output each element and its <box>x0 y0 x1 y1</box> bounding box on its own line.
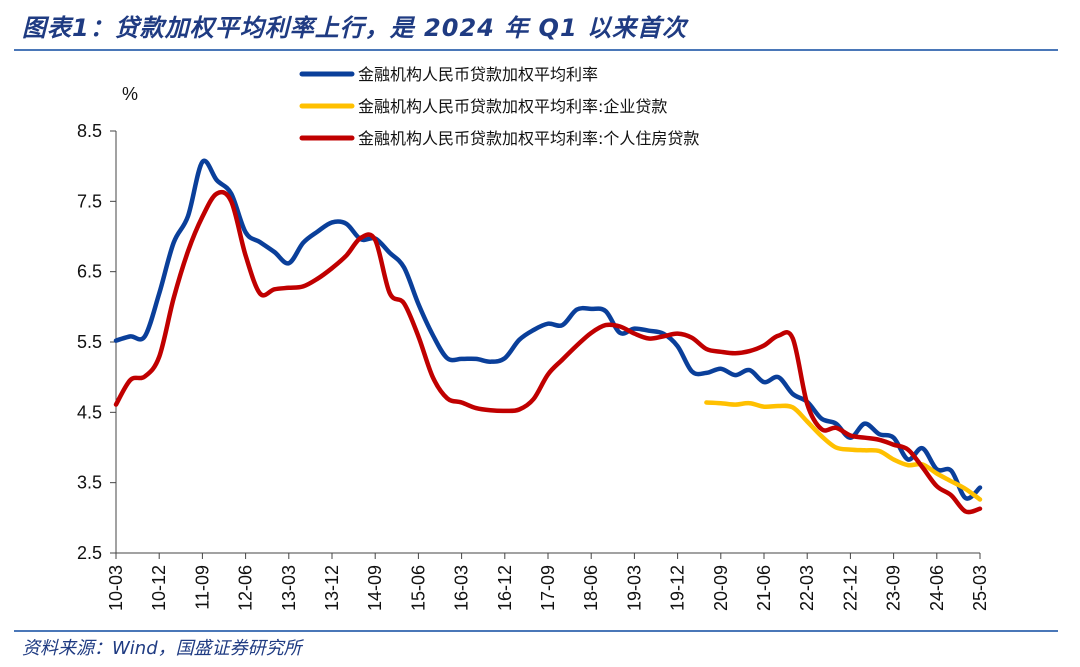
x-tick-label: 11-09 <box>192 565 212 610</box>
y-axis-unit-label: % <box>122 84 138 104</box>
series-line-1 <box>704 400 983 502</box>
x-tick-label: 24-06 <box>927 565 947 611</box>
x-tick-label: 17-09 <box>538 565 558 611</box>
legend: 金融机构人民币贷款加权平均利率金融机构人民币贷款加权平均利率:企业贷款金融机构人… <box>299 65 699 148</box>
x-tick-label: 15-06 <box>408 565 428 611</box>
x-tick-label: 13-12 <box>322 565 342 611</box>
x-tick-label: 14-09 <box>365 565 385 611</box>
x-tick-label: 18-06 <box>581 565 601 611</box>
legend-label-2: 金融机构人民币贷款加权平均利率:个人住房贷款 <box>358 129 699 148</box>
legend-label-1: 金融机构人民币贷款加权平均利率:企业贷款 <box>358 97 667 116</box>
series-lines <box>113 158 983 515</box>
x-tick-label: 22-03 <box>797 565 817 611</box>
x-tick-label: 23-09 <box>884 565 904 611</box>
x-tick-label: 21-06 <box>754 565 774 611</box>
y-tick-label: 8.5 <box>77 121 102 141</box>
y-tick-label: 4.5 <box>77 402 102 422</box>
y-tick-label: 7.5 <box>77 191 102 211</box>
x-tick-label: 19-03 <box>624 565 644 611</box>
x-tick-label: 10-03 <box>106 565 126 611</box>
series-line-2 <box>113 189 983 515</box>
x-tick-label: 13-03 <box>279 565 299 611</box>
x-tick-label: 20-09 <box>711 565 731 611</box>
x-tick-label: 12-06 <box>236 565 256 611</box>
source-note: 资料来源：Wind，国盛证券研究所 <box>22 638 302 659</box>
x-tick-label: 16-12 <box>495 565 515 611</box>
x-tick-label: 22-12 <box>840 565 860 611</box>
x-tick-label: 25-03 <box>970 565 990 611</box>
y-tick-label: 6.5 <box>77 262 102 282</box>
y-tick-label: 2.5 <box>77 543 102 563</box>
x-axis: 10-03 10-12 11-09 12-06 13-03 13-12 14-09 15-06… <box>106 552 990 611</box>
x-tick-label: 16-03 <box>452 565 472 611</box>
y-tick-label: 3.5 <box>77 473 102 493</box>
legend-label-0: 金融机构人民币贷款加权平均利率 <box>358 65 598 84</box>
title-divider <box>14 49 1058 51</box>
y-axis: 8.5 7.5 6.5 5.5 4.5 3.5 2.5 <box>77 121 117 563</box>
series-line-0 <box>113 158 983 501</box>
x-tick-label: 10-12 <box>149 565 169 611</box>
y-tick-label: 5.5 <box>77 332 102 352</box>
chart-title: 图表1：贷款加权平均利率上行，是 2024 年 Q1 以来首次 <box>22 14 688 42</box>
x-tick-label: 19-12 <box>668 565 688 611</box>
source-divider <box>14 630 1058 632</box>
